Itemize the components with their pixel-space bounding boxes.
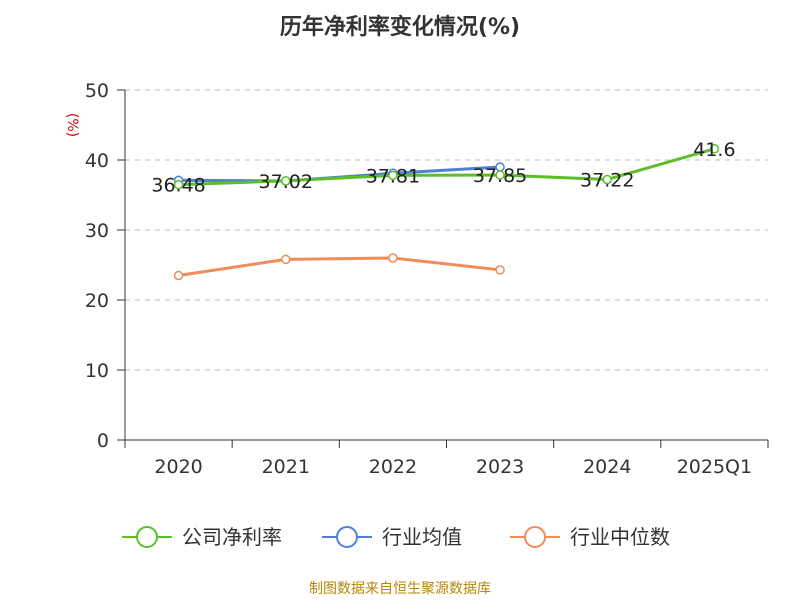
x-tick-label: 2022 bbox=[369, 456, 417, 478]
legend-item[interactable]: 行业中位数 bbox=[510, 525, 670, 549]
legend-item[interactable]: 行业均值 bbox=[322, 525, 462, 549]
grid-lines bbox=[125, 89, 768, 371]
x-tick-label: 2021 bbox=[262, 456, 310, 478]
data-label: 37.85 bbox=[473, 165, 527, 187]
series-line bbox=[178, 147, 715, 187]
data-label: 37.81 bbox=[366, 165, 420, 187]
legend-label: 公司净利率 bbox=[182, 525, 282, 549]
legend-swatch-marker bbox=[524, 526, 546, 548]
y-tick-label: 20 bbox=[85, 290, 109, 312]
data-point bbox=[173, 179, 184, 190]
data-label: 37.02 bbox=[259, 171, 313, 193]
data-point bbox=[388, 170, 398, 181]
y-axis-label: (%) bbox=[64, 113, 80, 137]
chart-title: 历年净利率变化情况(%) bbox=[280, 14, 520, 40]
y-tick-label: 50 bbox=[85, 80, 109, 102]
source-note: 制图数据来自恒生聚源数据库 bbox=[309, 581, 491, 597]
axes: 0 10 20 30 40 50 2020 2021 2022 2023 2024 2025Q1 bbox=[85, 80, 769, 478]
data-point bbox=[173, 270, 184, 281]
y-tick-label: 0 bbox=[97, 430, 109, 452]
y-tick-label: 40 bbox=[85, 150, 109, 172]
legend-item[interactable]: 公司净利率 bbox=[122, 525, 282, 549]
legend-swatch-marker bbox=[136, 526, 158, 548]
data-point bbox=[388, 253, 398, 263]
legend-swatch-marker bbox=[336, 526, 358, 548]
data-point bbox=[281, 254, 291, 265]
legend-label: 行业中位数 bbox=[570, 525, 670, 549]
x-tick-label: 2023 bbox=[476, 456, 524, 478]
legend-label: 行业均值 bbox=[382, 525, 462, 549]
legend: 公司净利率 行业均值 行业中位数 bbox=[122, 525, 670, 549]
data-point bbox=[709, 144, 720, 154]
data-point bbox=[281, 176, 291, 186]
y-tick-label: 30 bbox=[85, 220, 109, 242]
series-0 bbox=[173, 144, 720, 190]
data-point bbox=[495, 170, 505, 180]
series-layer: 36.48 37.02 37.81 37.85 37.22 41.6 bbox=[151, 139, 736, 281]
data-point bbox=[602, 174, 612, 185]
data-label: 41.6 bbox=[693, 139, 735, 161]
series-2 bbox=[173, 253, 505, 281]
data-label: 37.22 bbox=[580, 169, 634, 191]
x-tick-label: 2025Q1 bbox=[677, 456, 752, 478]
data-label: 36.48 bbox=[151, 175, 205, 197]
x-tick-label: 2024 bbox=[583, 456, 631, 478]
data-point bbox=[495, 265, 505, 275]
y-tick-label: 10 bbox=[85, 360, 109, 382]
x-tick-label: 2020 bbox=[154, 456, 202, 478]
series-line bbox=[178, 256, 501, 277]
